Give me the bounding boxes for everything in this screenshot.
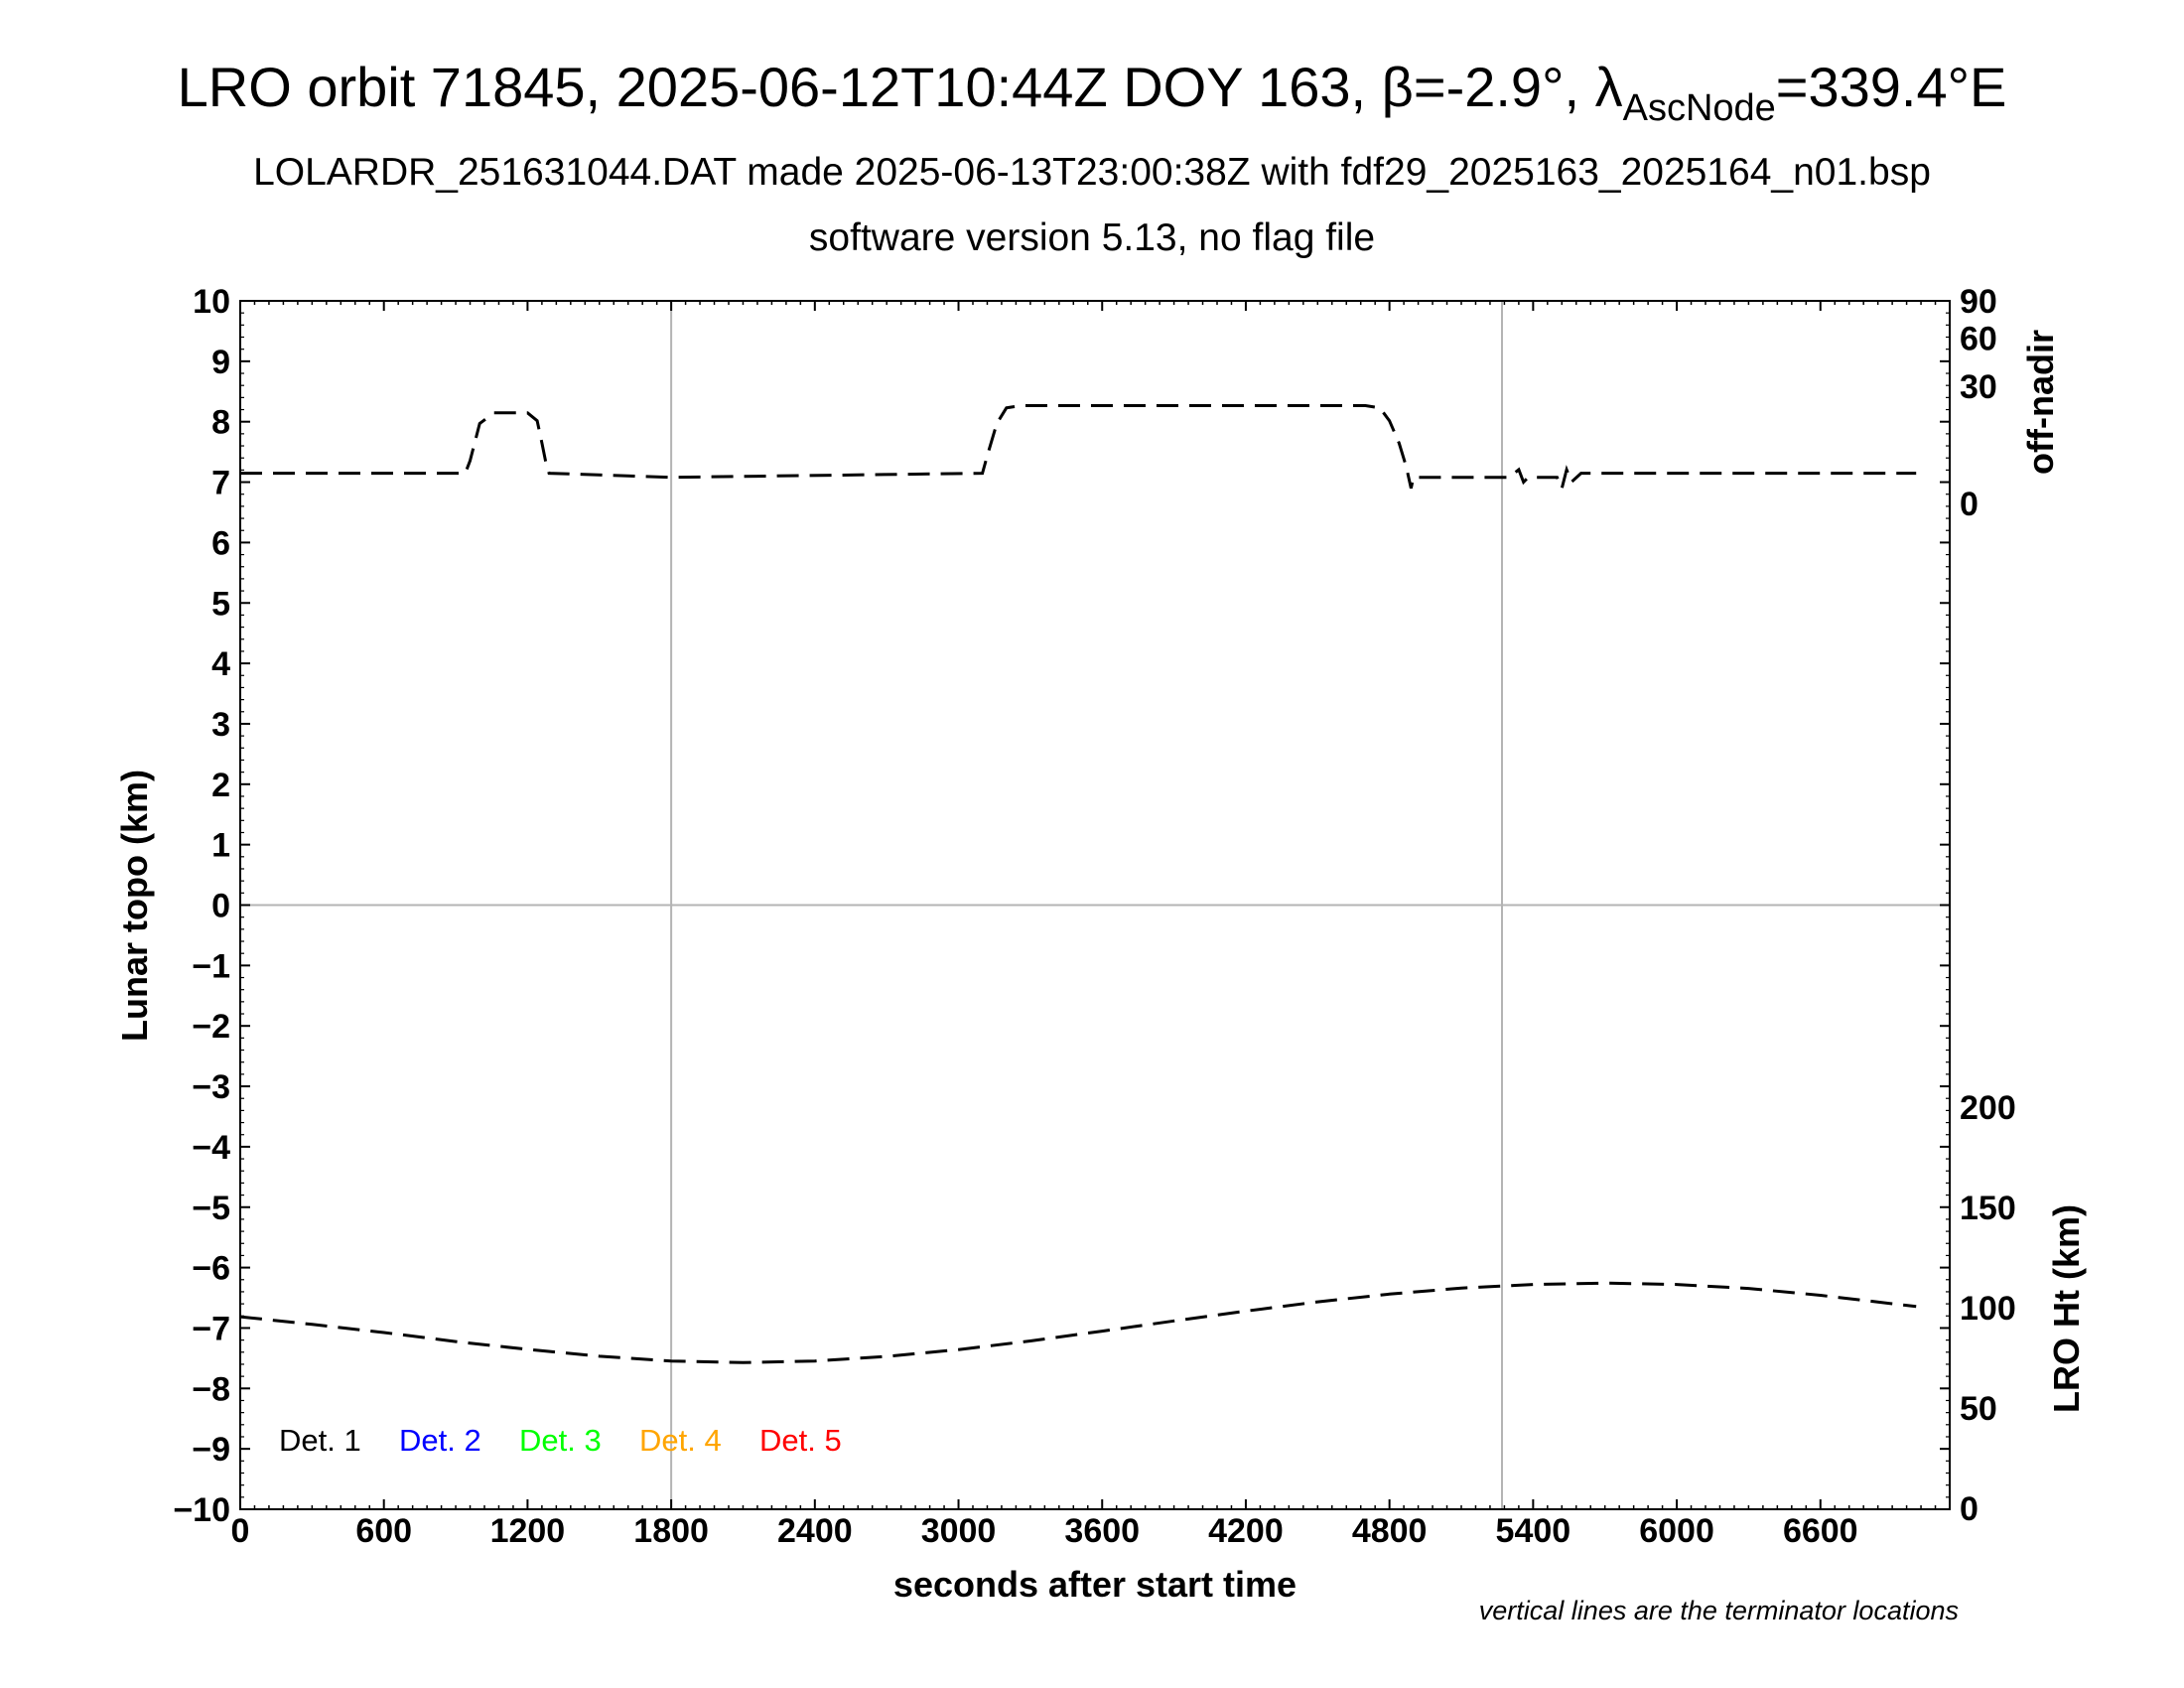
x-tick-labels: 0 600 1200 1800 2400 3000 3600 4200 4800 5400 6000… [231,1512,1858,1550]
x-tick-label: 2400 [777,1512,853,1550]
y-tick-label: −10 [173,1491,230,1529]
y-tick-label: −4 [192,1129,230,1167]
height-tick-label: 50 [1960,1390,1997,1428]
x-tick-label: 6600 [1783,1512,1858,1550]
legend-item: Det. 3 [519,1423,602,1458]
height-tick-label: 100 [1960,1290,2016,1328]
off-nadir-tick-label: 30 [1960,368,1997,406]
chart-subtitle-file: LOLARDR_251631044.DAT made 2025-06-13T23… [253,151,1931,194]
x-tick-label: 4200 [1208,1512,1284,1550]
x-tick-label: 3000 [921,1512,997,1550]
terminator-note: vertical lines are the terminator locati… [1479,1596,1959,1625]
y-tick-label: 5 [211,585,230,623]
y-tick-label: 4 [211,645,230,683]
y-tick-label: −1 [192,947,230,985]
off-nadir-series-line [240,404,1917,493]
height-tick-labels: 200 150 100 50 0 [1960,1089,2016,1528]
chart-title: LRO orbit 71845, 2025-06-12T10:44Z DOY 1… [177,56,2007,129]
x-tick-label: 5400 [1496,1512,1571,1550]
legend-item: Det. 5 [759,1423,842,1458]
y-axis-label: Lunar topo (km) [114,770,155,1042]
y-tick-label: 0 [211,888,230,925]
x-tick-label: 0 [231,1512,250,1550]
x-tick-label: 1200 [490,1512,566,1550]
y-tick-label: 6 [211,524,230,562]
y-tick-label: −5 [192,1190,230,1227]
legend: Det. 1 Det. 2 Det. 3 Det. 4 Det. 5 [279,1423,842,1458]
lro-height-series-line [239,1281,1917,1364]
legend-item: Det. 4 [639,1423,722,1458]
height-tick-label: 200 [1960,1089,2016,1127]
y-tick-label: −8 [192,1370,230,1408]
x-tick-label: 4800 [1352,1512,1428,1550]
y-tick-label: −2 [192,1008,230,1046]
height-tick-label: 150 [1960,1190,2016,1227]
x-axis-label: seconds after start time [893,1564,1297,1605]
grid-lines [240,301,1950,1509]
y-tick-label: 8 [211,404,230,442]
x-tick-label: 3600 [1064,1512,1140,1550]
series-layer [239,404,1917,1364]
y-tick-label: 7 [211,465,230,502]
x-tick-label: 1800 [633,1512,709,1550]
legend-item: Det. 2 [399,1423,481,1458]
height-axis-label: LRO Ht (km) [2046,1204,2087,1413]
y-tick-label: 1 [211,827,230,865]
y-tick-label: −9 [192,1431,230,1469]
y-tick-label: −6 [192,1250,230,1288]
height-tick-label: 0 [1960,1490,1979,1528]
y-tick-label: 10 [193,283,230,321]
plot-frame [239,300,1951,1510]
off-nadir-tick-label: 0 [1960,486,1979,523]
y-tick-label: 9 [211,344,230,381]
y-tick-label: −7 [192,1310,230,1347]
off-nadir-tick-label: 60 [1960,320,1997,357]
y-tick-label: −3 [192,1068,230,1106]
y-tick-label: 3 [211,706,230,744]
chart-subtitle-version: software version 5.13, no flag file [808,216,1376,259]
x-tick-label: 600 [355,1512,412,1550]
legend-item: Det. 1 [279,1423,361,1458]
off-nadir-tick-label: 90 [1960,283,1997,321]
x-tick-label: 6000 [1639,1512,1714,1550]
y-tick-label: 2 [211,767,230,804]
off-nadir-axis-label: off-nadir [2020,330,2061,475]
